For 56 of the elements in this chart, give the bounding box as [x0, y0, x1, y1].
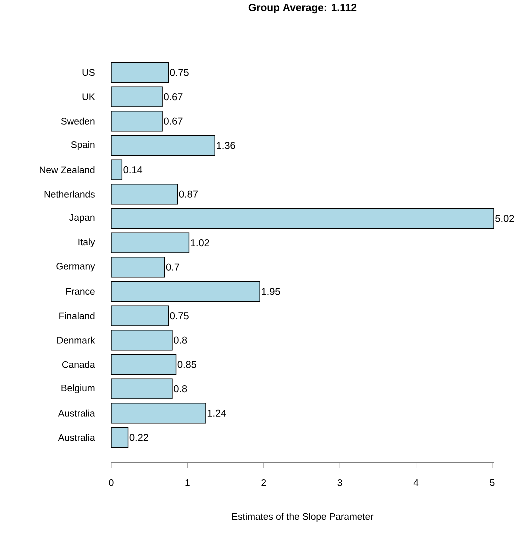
bar [111, 160, 123, 180]
data-label: 0.75 [170, 312, 189, 320]
y-tick-label: Germany [56, 263, 96, 272]
y-tick-label: Italy [78, 238, 96, 248]
y-tick-label: Canada [62, 361, 96, 368]
data-label: 1.24 [208, 410, 226, 417]
y-tick-label: France [66, 288, 95, 296]
data-label: 1.02 [191, 239, 210, 247]
data-label: 0.8 [174, 336, 188, 344]
x-tick-label: 2 [262, 480, 266, 486]
y-tick-label: Denmark [58, 336, 96, 344]
chart-title: Group Average: 1.112 [248, 4, 357, 14]
bar [111, 257, 166, 278]
data-label: 1.95 [262, 288, 280, 296]
bar [111, 62, 169, 84]
data-label: 0.67 [164, 93, 183, 101]
y-tick-label: UK [82, 94, 96, 100]
x-tick-label: 3 [338, 480, 342, 486]
bar [111, 111, 163, 132]
y-tick-label: New Zealand [40, 166, 95, 174]
bar [111, 354, 177, 376]
bar [111, 427, 129, 448]
x-tick-label: 0 [109, 480, 114, 486]
bar [111, 378, 173, 400]
data-label: 0.22 [130, 434, 148, 442]
y-tick-label: Spain [71, 141, 95, 150]
x-tick-label: 4 [414, 480, 419, 486]
data-label: 0.67 [164, 118, 183, 125]
bar [111, 281, 260, 302]
x-axis-title: Estimates of the Slope Parameter [232, 513, 374, 522]
bar [111, 208, 494, 230]
data-label: 5.02 [496, 215, 514, 222]
bar [111, 184, 178, 205]
data-label: 0.85 [178, 361, 197, 368]
bar [111, 403, 206, 424]
data-label: 0.7 [166, 264, 180, 271]
x-tick-label: 1 [186, 480, 190, 486]
data-label: 0.8 [174, 385, 188, 393]
data-label: 0.14 [124, 166, 143, 174]
y-tick-label: Finaland [60, 312, 95, 320]
y-tick-label: Japan [70, 214, 95, 223]
y-tick-label: Sweden [61, 118, 95, 125]
bar [111, 306, 169, 326]
y-tick-label: Belgium [62, 384, 95, 394]
bar [111, 330, 173, 351]
bar [111, 135, 216, 156]
y-tick-label: Australia [58, 410, 96, 417]
x-tick-label: 5 [490, 480, 495, 486]
y-tick-label: Netherlands [44, 190, 95, 198]
bar [111, 86, 163, 108]
y-tick-label: US [82, 69, 95, 76]
bar [111, 232, 190, 254]
data-label: 0.75 [170, 69, 189, 76]
data-label: 1.36 [217, 142, 236, 150]
data-label: 0.87 [179, 190, 198, 198]
y-tick-label: Australia [58, 434, 96, 442]
